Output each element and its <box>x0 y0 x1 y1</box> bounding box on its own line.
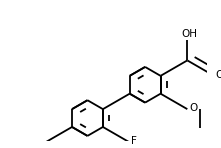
Text: O: O <box>190 103 198 113</box>
Text: OH: OH <box>181 29 197 39</box>
Text: O: O <box>215 70 221 80</box>
Text: F: F <box>131 136 137 145</box>
